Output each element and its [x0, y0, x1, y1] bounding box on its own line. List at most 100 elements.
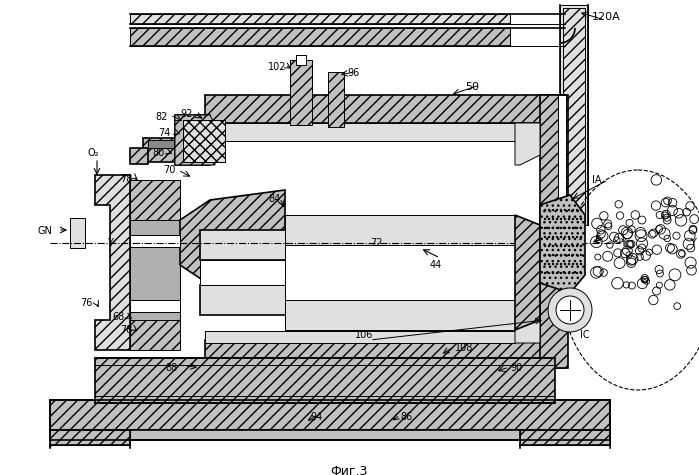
Bar: [285, 215, 515, 245]
Circle shape: [544, 209, 546, 211]
Circle shape: [568, 254, 570, 256]
Circle shape: [560, 209, 562, 211]
Circle shape: [572, 227, 574, 229]
Polygon shape: [515, 303, 540, 343]
Text: Фиг.3: Фиг.3: [331, 465, 368, 475]
Circle shape: [556, 263, 559, 265]
Circle shape: [544, 263, 546, 265]
Circle shape: [564, 263, 566, 265]
Circle shape: [544, 254, 546, 256]
Text: 90: 90: [510, 363, 522, 373]
Polygon shape: [95, 175, 130, 350]
Circle shape: [568, 236, 570, 238]
Text: 78: 78: [120, 325, 132, 335]
Text: Y: Y: [107, 238, 113, 248]
Text: O₂: O₂: [88, 148, 99, 158]
Text: 50: 50: [465, 82, 479, 92]
Circle shape: [548, 272, 550, 274]
Bar: [130, 28, 510, 46]
Text: 84: 84: [268, 194, 280, 204]
Polygon shape: [540, 195, 585, 293]
Circle shape: [556, 218, 559, 220]
Bar: [200, 260, 520, 285]
Circle shape: [576, 272, 578, 274]
Circle shape: [548, 218, 550, 220]
Text: GN: GN: [38, 226, 53, 236]
Bar: [328, 72, 344, 127]
Circle shape: [568, 227, 570, 229]
Bar: [560, 5, 588, 225]
Bar: [205, 331, 515, 343]
Bar: [540, 95, 568, 368]
Circle shape: [552, 218, 554, 220]
Circle shape: [568, 245, 570, 247]
Text: 86: 86: [400, 412, 412, 422]
Bar: [290, 60, 312, 125]
Bar: [175, 115, 210, 165]
Circle shape: [556, 209, 559, 211]
Circle shape: [572, 245, 574, 247]
Circle shape: [568, 263, 570, 265]
Circle shape: [548, 254, 550, 256]
Text: 108: 108: [455, 343, 473, 353]
Circle shape: [548, 227, 550, 229]
Text: 72: 72: [370, 238, 382, 248]
Bar: [95, 358, 555, 403]
Circle shape: [576, 245, 578, 247]
Text: IA: IA: [592, 175, 602, 185]
Circle shape: [564, 218, 566, 220]
Polygon shape: [180, 190, 285, 295]
Text: 88: 88: [165, 363, 178, 373]
Circle shape: [548, 245, 550, 247]
Bar: [130, 14, 510, 24]
Circle shape: [544, 227, 546, 229]
Bar: [563, 8, 585, 222]
Circle shape: [568, 209, 570, 211]
Circle shape: [544, 236, 546, 238]
Circle shape: [572, 263, 574, 265]
Circle shape: [552, 263, 554, 265]
Circle shape: [560, 245, 562, 247]
Circle shape: [552, 254, 554, 256]
Bar: [130, 235, 180, 247]
Circle shape: [556, 236, 559, 238]
Text: 70: 70: [163, 165, 175, 175]
Text: 106: 106: [355, 330, 373, 340]
Bar: [50, 430, 130, 445]
Circle shape: [552, 227, 554, 229]
Circle shape: [576, 209, 578, 211]
Text: 68: 68: [112, 312, 124, 322]
Bar: [200, 285, 520, 315]
Circle shape: [564, 245, 566, 247]
Text: F: F: [595, 235, 601, 245]
Circle shape: [552, 272, 554, 274]
Text: 82: 82: [155, 112, 167, 122]
Bar: [70, 218, 85, 248]
Circle shape: [560, 254, 562, 256]
Circle shape: [579, 209, 582, 211]
Circle shape: [564, 272, 566, 274]
Bar: [558, 95, 566, 315]
Circle shape: [579, 218, 582, 220]
Circle shape: [579, 263, 582, 265]
Circle shape: [552, 245, 554, 247]
Circle shape: [572, 236, 574, 238]
Circle shape: [544, 218, 546, 220]
Bar: [205, 95, 565, 123]
Text: 78: 78: [120, 174, 132, 184]
Text: 102: 102: [268, 62, 287, 72]
Bar: [285, 245, 515, 300]
Bar: [130, 220, 180, 320]
Circle shape: [564, 254, 566, 256]
Bar: [183, 120, 225, 162]
Polygon shape: [183, 120, 225, 162]
Bar: [130, 148, 148, 164]
Text: 74: 74: [158, 128, 171, 138]
Text: 92: 92: [180, 109, 192, 119]
Circle shape: [560, 218, 562, 220]
Bar: [205, 123, 515, 141]
Bar: [296, 55, 306, 65]
Bar: [205, 340, 565, 368]
Circle shape: [568, 272, 570, 274]
Text: Y: Y: [690, 238, 696, 248]
